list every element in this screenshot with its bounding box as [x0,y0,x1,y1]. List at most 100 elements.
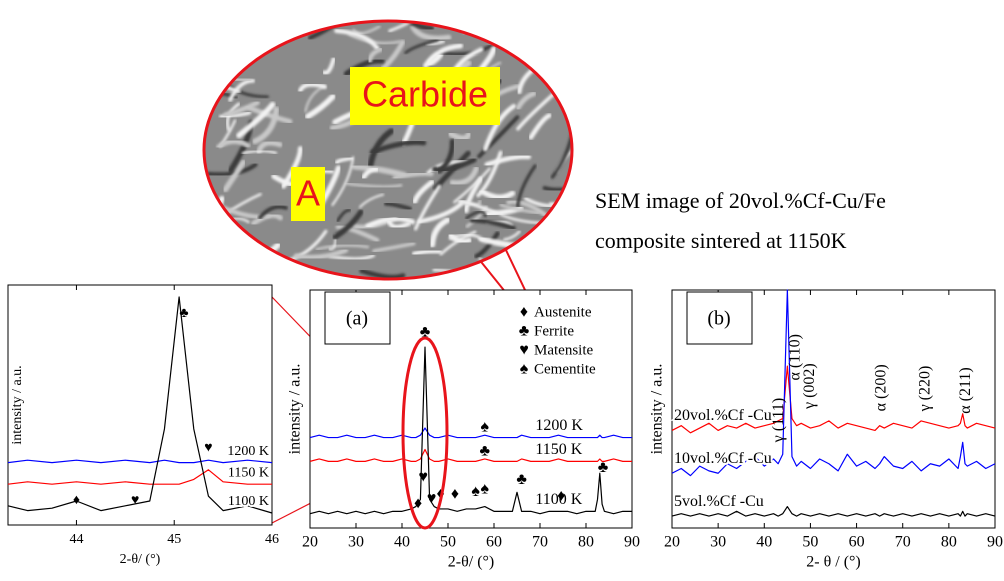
series-label: 1100 K [535,491,582,508]
series-line [7,459,273,464]
sem-texture [503,230,521,241]
annotation: γ (220) [916,366,933,413]
sem-texture [380,39,406,72]
sem-texture [463,176,483,214]
sem-texture [361,166,379,180]
annotation: ♣ [420,324,431,341]
sem-texture [372,241,416,253]
sem-texture [531,22,559,34]
sem-texture [331,156,355,207]
sem-texture [546,263,567,270]
sem-texture [417,200,465,224]
annotation: γ (002) [801,363,818,410]
series-line [7,296,273,514]
sem-texture [387,219,411,230]
series-label: 1200 K [227,444,269,459]
sem-texture [515,91,537,111]
annotation: ♥ [418,469,428,486]
sem-texture [236,101,276,139]
sem-texture [528,113,552,140]
sem-texture [549,203,571,231]
sem-texture [423,43,464,69]
series-label: 1150 K [228,465,269,480]
series-line [671,289,996,477]
annotation: ♥ [204,440,212,455]
sem-texture [463,22,506,35]
sem-texture [500,43,558,54]
x-tick-label: 90 [987,534,1003,551]
panel-label-box [686,291,753,345]
series-line [309,427,632,439]
sem-texture [437,44,493,56]
x-axis-label: 2-θ/ (°) [120,552,161,567]
series-line [7,469,272,485]
sem-texture [528,259,557,269]
annotation: ♠ [471,483,480,500]
sem-texture [439,230,477,256]
sem-texture [429,217,451,248]
annotation: ♠ [481,419,490,436]
sem-texture [516,89,559,131]
caption: composite sintered at 1150K [595,228,847,253]
annotation: ♥ [427,490,437,507]
sem-texture [205,195,225,247]
sem-texture [278,260,295,278]
sem-texture [218,23,242,34]
x-axis-label: 2-θ/ (°) [448,554,495,571]
sem-texture [534,218,571,248]
sem-label: Carbide [362,74,488,115]
sem-texture [304,93,336,120]
annotation: ♦ [414,495,422,512]
sem-texture [335,224,380,243]
series-label: 1100 K [228,494,269,509]
sem-texture [469,218,516,231]
sem-texture [252,106,280,145]
x-tick-label: 30 [348,534,364,551]
y-axis-label: intensity / a.u. [10,365,25,444]
x-tick-label: 70 [895,534,911,551]
sem-texture [239,34,258,43]
sem-label: A [296,173,320,214]
series-line [671,365,996,434]
x-tick-label: 80 [578,534,594,551]
x-tick-label: 80 [941,534,957,551]
sem-texture [359,268,406,278]
series-line [309,346,632,515]
x-tick-label: 90 [624,534,640,551]
x-tick-label: 44 [69,532,83,547]
sem-texture [315,244,370,251]
sem-texture [273,22,310,28]
sem-texture [222,159,246,193]
x-tick-label: 40 [756,534,772,551]
legend-symbol: ♠ [520,361,529,378]
annotation: ♠ [481,481,490,498]
annotation: ♣ [598,459,609,476]
annotation: γ (111) [770,398,787,444]
y-axis-label: intensity / a.u. [287,364,304,455]
sem-texture [465,210,487,220]
x-tick-label: 70 [532,534,548,551]
sem-texture [474,231,500,259]
sem-texture [332,209,364,240]
sem-texture [293,247,349,260]
annotation: α (211) [957,367,974,413]
sem-texture [210,22,221,42]
sem-texture [352,25,381,35]
legend-symbol: ♥ [519,342,529,359]
sem-texture [453,167,491,204]
series-label: 5vol.%Cf -Cu [674,493,764,510]
sem-texture [392,171,434,181]
sem-texture [346,182,403,189]
sem-texture [401,22,435,31]
label-box [350,67,500,125]
sem-texture [550,8,567,19]
sem-texture [530,23,562,37]
legend-symbol: ♦ [520,304,528,321]
annotation: ♥ [131,493,139,508]
legend-label: Matensite [534,342,593,358]
caption: SEM image of 20vol.%Cf-Cu/Fe [595,188,886,213]
x-tick-label: 60 [849,534,865,551]
sem-texture [537,26,571,40]
sem-texture [515,164,537,211]
